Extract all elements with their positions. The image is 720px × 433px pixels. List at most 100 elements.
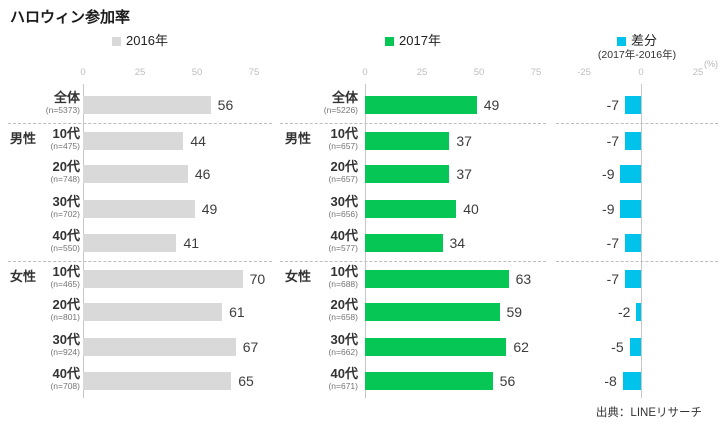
category-label-block: 10代 (n=688) <box>280 264 358 289</box>
bar <box>629 337 641 356</box>
bar <box>83 337 236 356</box>
chart-row: -7 <box>556 226 718 261</box>
chart-row: 20代 (n=748) 46 <box>8 157 272 192</box>
axis-tick-label: 0 <box>362 67 368 78</box>
chart-row: -7 <box>556 260 718 296</box>
legend-label-2017: 2017年 <box>399 33 441 48</box>
sample-size-label: (n=748) <box>50 174 80 185</box>
category-label-block: 20代 (n=658) <box>280 297 358 323</box>
bar <box>365 303 500 321</box>
value-label: -8 <box>604 373 617 389</box>
value-label: -9 <box>602 166 615 182</box>
bar <box>83 303 223 321</box>
bar <box>365 131 450 150</box>
category-label: 20代 <box>330 159 358 174</box>
bar <box>365 199 457 218</box>
sample-size-label: (n=662) <box>328 346 358 357</box>
chart-row: 20代 (n=658) 59 <box>280 295 546 330</box>
bar <box>83 96 211 114</box>
chart-row: 30代 (n=656) 40 <box>280 192 546 227</box>
bar <box>365 337 507 356</box>
value-label: 37 <box>456 166 472 182</box>
sample-size-label: (n=657) <box>328 140 358 151</box>
sample-size-label: (n=702) <box>50 208 80 219</box>
axis-tick-label: 0 <box>638 67 644 78</box>
axis-zero-line-diff <box>641 84 642 398</box>
sample-size-label: (n=671) <box>328 381 358 392</box>
category-label-block: 40代 (n=671) <box>280 366 358 392</box>
value-label: 59 <box>506 304 523 320</box>
value-label: 49 <box>483 97 500 113</box>
category-label: 20代 <box>52 297 80 312</box>
chart-row: -5 <box>556 330 718 365</box>
group-label: 男性 <box>10 130 37 146</box>
chart-row: -8 <box>556 364 718 399</box>
bar <box>365 269 509 288</box>
chart-row: -2 <box>556 295 718 330</box>
category-label: 30代 <box>52 331 80 347</box>
bar <box>83 269 243 288</box>
chart-row: 40代 (n=550) 41 <box>8 226 272 261</box>
category-label: 10代 <box>330 125 358 141</box>
category-label: 10代 <box>52 263 80 279</box>
chart-row: 全体 (n=5373) 56 <box>8 88 272 123</box>
category-label-block: 全体 (n=5226) <box>280 90 358 115</box>
chart-row: -9 <box>556 157 718 192</box>
chart-row: 女性 10代 (n=465) 70 <box>8 260 272 296</box>
value-label: 70 <box>249 270 266 287</box>
bar <box>365 165 450 183</box>
source-credit: 出典：LINEリサーチ <box>595 407 702 419</box>
chart-rows-2017: 全体 (n=5226) 49 男性 10代 (n=657) 37 20代 (n=657) 37 30… <box>280 88 546 399</box>
bar <box>625 234 641 252</box>
chart-diff: 差分 (2017年-2016年) (%) -25 0 25 -7 -7 -9 -9 -7 -7… <box>556 28 718 398</box>
chart-rows-2016: 全体 (n=5373) 56 男性 10代 (n=475) 44 20代 (n=748) 46 30… <box>8 88 272 399</box>
chart-row: 30代 (n=662) 62 <box>280 330 546 365</box>
bar <box>83 372 232 390</box>
category-label-block: 40代 (n=708) <box>8 366 80 392</box>
category-label: 40代 <box>330 366 358 381</box>
category-label-block: 全体 (n=5373) <box>8 90 80 116</box>
category-label: 10代 <box>52 125 80 141</box>
value-label: 44 <box>190 132 206 149</box>
sample-size-label: (n=5373) <box>45 105 80 116</box>
value-label: 49 <box>201 200 218 217</box>
category-label: 30代 <box>330 331 358 347</box>
legend-label-2016: 2016年 <box>126 33 168 48</box>
value-label: 56 <box>217 97 234 113</box>
sample-size-label: (n=801) <box>50 312 80 323</box>
group-label: 女性 <box>10 268 37 284</box>
legend-2017: 2017年 <box>280 33 546 49</box>
value-label: -9 <box>602 200 615 217</box>
sample-size-label: (n=658) <box>328 312 358 323</box>
chart-2016: 2016年 0 25 50 75 全体 (n=5373) 56 男性 10代 (n=475) 44… <box>8 28 272 398</box>
bar <box>625 269 641 288</box>
category-label-block: 10代 (n=475) <box>8 125 80 151</box>
axis-tick-label: 75 <box>248 67 260 78</box>
bar <box>625 131 641 150</box>
page-title: ハロウィン参加率 <box>10 9 131 26</box>
bar <box>620 165 641 183</box>
value-label: -5 <box>611 338 624 355</box>
bar <box>620 199 641 218</box>
legend-swatch-2016-icon <box>112 37 122 46</box>
chart-row: 女性 10代 (n=688) 63 <box>280 260 546 296</box>
legend-label-diff: 差分 <box>630 33 657 48</box>
value-label: -7 <box>606 270 620 287</box>
sample-size-label: (n=708) <box>50 381 80 392</box>
chart-row: -9 <box>556 192 718 227</box>
value-label: 34 <box>449 235 466 251</box>
category-label: 40代 <box>52 366 80 381</box>
bar <box>365 96 477 114</box>
axis-tick-label: -25 <box>577 67 591 78</box>
chart-row: 20代 (n=801) 61 <box>8 295 272 330</box>
value-label: 63 <box>515 270 532 287</box>
category-label-block: 10代 (n=657) <box>280 125 358 151</box>
chart-row: 全体 (n=5226) 49 <box>280 88 546 123</box>
bar <box>365 234 443 252</box>
category-label: 20代 <box>52 159 80 174</box>
category-label-block: 30代 (n=656) <box>280 194 358 219</box>
value-label: 62 <box>513 338 529 355</box>
value-label: -2 <box>618 304 631 320</box>
chart-row: 30代 (n=702) 49 <box>8 192 272 227</box>
chart-row: 20代 (n=657) 37 <box>280 157 546 192</box>
